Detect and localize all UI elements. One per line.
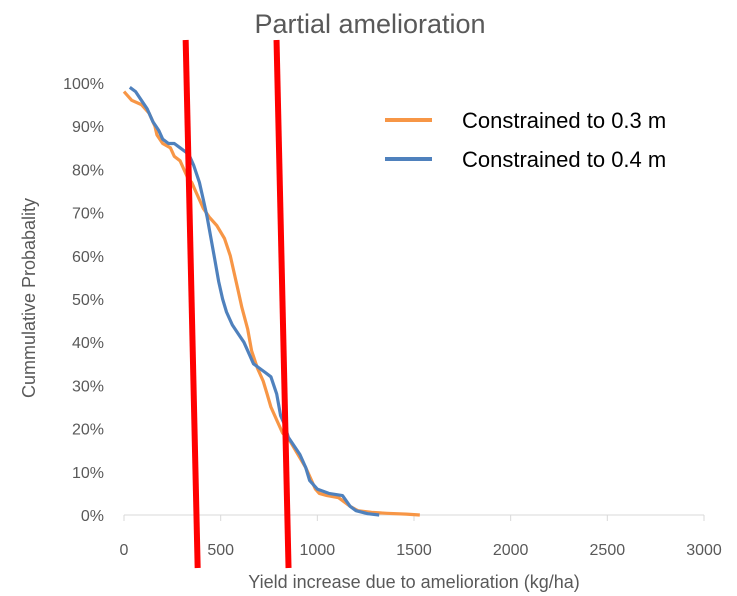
x-tick-label: 1000 — [300, 542, 336, 559]
y-axis-title: Cummulative Probabality — [19, 198, 39, 398]
legend-label-series-1: Constrained to 0.3 m — [462, 108, 666, 133]
series-line-2 — [128, 86, 380, 517]
chart-title: Partial amelioration — [254, 9, 485, 39]
legend-label-series-2: Constrained to 0.4 m — [462, 147, 666, 172]
y-tick-label: 20% — [72, 422, 104, 439]
y-axis: 0% 10% 20% 30% 40% 50% 60% 70% 80% 90% 100% — [63, 76, 104, 525]
x-tick-label: 500 — [207, 542, 234, 559]
y-tick-label: 90% — [72, 119, 104, 136]
y-tick-label: 0% — [81, 508, 104, 525]
x-tick-label: 1500 — [396, 542, 432, 559]
x-axis-title: Yield increase due to amelioration (kg/h… — [248, 572, 580, 592]
series-layer — [122, 86, 420, 517]
y-tick-label: 10% — [72, 465, 104, 482]
annotation-layer — [182, 39, 292, 569]
x-tick-label: 2000 — [493, 542, 529, 559]
series-line-1 — [122, 90, 420, 517]
threshold-line-1 — [182, 39, 201, 569]
y-tick-label: 50% — [72, 292, 104, 309]
y-tick-label: 30% — [72, 378, 104, 395]
x-tick-label: 2500 — [590, 542, 626, 559]
y-tick-label: 80% — [72, 162, 104, 179]
x-tick-label: 3000 — [686, 542, 722, 559]
y-tick-label: 100% — [63, 76, 104, 93]
y-tick-label: 60% — [72, 249, 104, 266]
threshold-line-2 — [273, 39, 292, 569]
y-tick-label: 40% — [72, 335, 104, 352]
y-tick-label: 70% — [72, 206, 104, 223]
x-axis: 0 500 1000 1500 2000 2500 3000 — [120, 514, 722, 559]
legend: Constrained to 0.3 m Constrained to 0.4 … — [385, 108, 666, 172]
x-tick-label: 0 — [120, 542, 129, 559]
